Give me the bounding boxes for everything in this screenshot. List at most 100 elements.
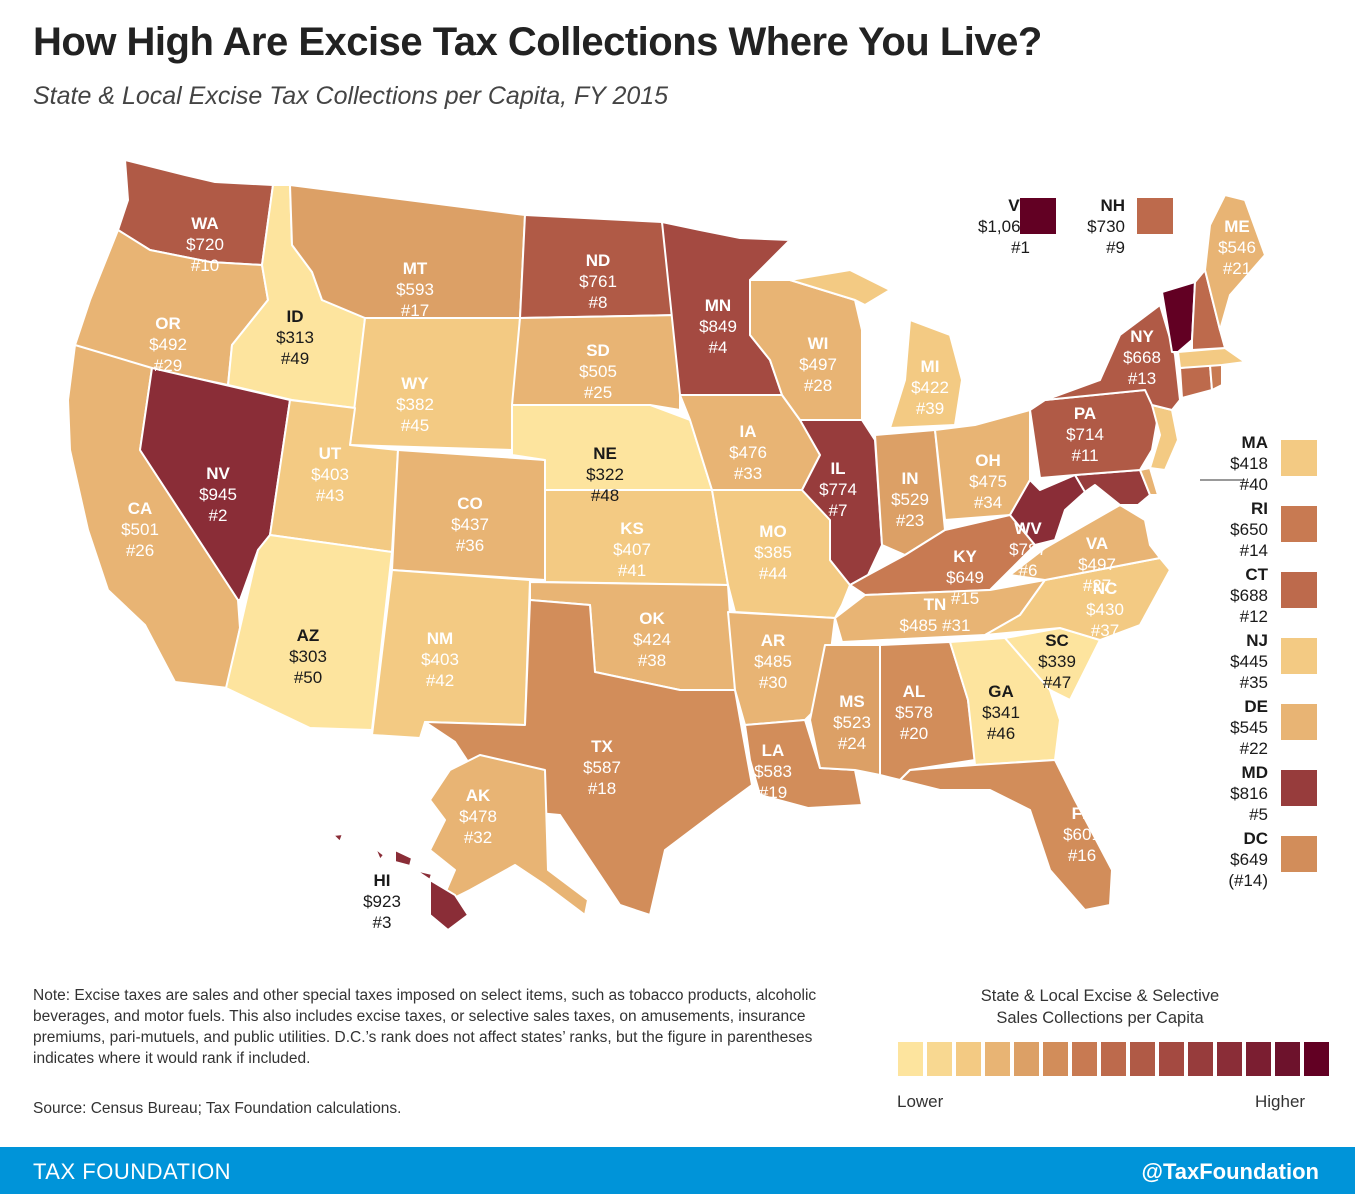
state-label-WA: WA $720 #10 <box>145 213 265 276</box>
callout-abbr: DC <box>1243 829 1268 848</box>
state-TX[interactable] <box>424 599 753 916</box>
callout-abbr: DE <box>1244 697 1268 716</box>
state-value: $787 <box>1009 540 1047 559</box>
state-ME[interactable] <box>1204 194 1266 331</box>
state-value: $485 <box>754 652 792 671</box>
state-label-ME: ME $546 #21 <box>1177 216 1297 279</box>
state-rank: #48 <box>590 486 620 505</box>
state-LA[interactable] <box>744 719 863 809</box>
swatch-NJ <box>1281 638 1317 674</box>
state-label-MI: MI $422 #39 <box>870 356 990 419</box>
state-rank: #3 <box>372 913 392 932</box>
state-abbr: GA <box>988 682 1014 701</box>
state-abbr: NC <box>1092 579 1118 598</box>
state-label-MT: MT $593 #17 <box>355 258 475 321</box>
state-label-KY: KY $649 #15 <box>905 546 1025 609</box>
state-label-UT: UT $403 #43 <box>270 443 390 506</box>
state-label-MN: MN $849 #4 <box>658 295 778 358</box>
state-abbr: MI <box>920 357 940 376</box>
state-rank: #2 <box>208 506 228 525</box>
callout-VT-rank: #1 <box>1011 238 1030 257</box>
state-MI[interactable] <box>789 269 963 429</box>
state-rank: #21 <box>1222 259 1252 278</box>
callout-NJ: NJ $445 #35 <box>1168 630 1268 693</box>
state-abbr: WV <box>1014 519 1042 538</box>
state-abbr: OK <box>639 609 665 628</box>
state-rank: #39 <box>915 399 945 418</box>
state-rank: #4 <box>708 338 728 357</box>
legend-swatch <box>956 1042 981 1076</box>
state-abbr: ND <box>585 251 611 270</box>
state-VT[interactable] <box>1161 281 1196 353</box>
state-abbr: AR <box>760 631 786 650</box>
state-label-VA: VA $497 #27 <box>1037 533 1157 596</box>
state-abbr: NV <box>206 464 230 483</box>
state-value: $407 <box>613 540 651 559</box>
state-AZ[interactable] <box>225 534 393 731</box>
state-abbr: AK <box>465 786 491 805</box>
state-AK[interactable] <box>429 754 589 916</box>
callout-rank: #40 <box>1239 475 1268 494</box>
state-value: $578 <box>895 703 933 722</box>
callout-MA: MA $418 #40 <box>1168 432 1268 495</box>
state-NY[interactable] <box>1044 304 1181 411</box>
callout-abbr: CT <box>1245 565 1268 584</box>
state-value: $341 <box>982 703 1020 722</box>
state-abbr: FL <box>1071 804 1093 823</box>
legend-swatch <box>927 1042 952 1076</box>
state-rank: #31 <box>942 616 971 635</box>
state-rank: #27 <box>1082 576 1112 595</box>
state-value: $497 <box>1078 555 1116 574</box>
footer-handle[interactable]: @TaxFoundation <box>1141 1159 1319 1184</box>
state-abbr: NM <box>426 629 454 648</box>
source-text: Source: Census Bureau; Tax Foundation ca… <box>33 1100 402 1117</box>
state-rank: #23 <box>895 511 925 530</box>
state-HI[interactable] <box>332 833 469 931</box>
swatch-NH <box>1137 198 1173 234</box>
state-rank: #20 <box>899 724 929 743</box>
state-MD[interactable] <box>1074 469 1151 506</box>
state-abbr: AZ <box>296 626 320 645</box>
state-label-AZ: AZ $303 #50 <box>248 625 368 688</box>
state-value: $339 <box>1038 652 1076 671</box>
state-abbr: VA <box>1085 534 1109 553</box>
state-label-IL: IL $774 #7 <box>778 458 898 521</box>
state-FL[interactable] <box>899 759 1113 911</box>
state-value: $492 <box>149 335 187 354</box>
state-RI[interactable] <box>1209 364 1223 391</box>
callout-rank: #5 <box>1249 805 1268 824</box>
state-label-SD: SD $505 #25 <box>538 340 658 403</box>
legend-title-line2: Sales Collections per Capita <box>996 1009 1204 1027</box>
state-abbr: HI <box>373 871 391 890</box>
state-rank: #19 <box>758 783 788 802</box>
legend-color-scale <box>898 1042 1329 1076</box>
state-label-CA: CA $501 #26 <box>80 498 200 561</box>
legend-swatch <box>1159 1042 1184 1076</box>
callout-rank: #12 <box>1239 607 1268 626</box>
state-value: $382 <box>396 395 434 414</box>
swatch-RI <box>1281 506 1317 542</box>
state-rank: #50 <box>293 668 323 687</box>
legend-swatch <box>1217 1042 1242 1076</box>
state-SD[interactable] <box>511 314 681 411</box>
state-rank: #17 <box>400 301 430 320</box>
state-abbr: ME <box>1224 217 1250 236</box>
state-DE[interactable] <box>1139 467 1159 496</box>
state-value: $501 <box>121 520 159 539</box>
state-rank: #6 <box>1018 561 1038 580</box>
state-abbr: OR <box>155 314 181 333</box>
state-label-NC: NC $430 #37 <box>1045 578 1165 641</box>
state-label-SC: SC $339 #47 <box>997 630 1117 693</box>
state-NC[interactable] <box>984 557 1171 641</box>
state-rank: #32 <box>463 828 493 847</box>
state-abbr: KY <box>953 547 977 566</box>
state-abbr: WY <box>401 374 429 393</box>
state-label-IN: IN $529 #23 <box>850 468 970 531</box>
state-VA[interactable] <box>1009 504 1161 581</box>
state-value: $761 <box>579 272 617 291</box>
state-value: $849 <box>699 317 737 336</box>
callout-abbr: MA <box>1241 433 1268 452</box>
state-value: $403 <box>421 650 459 669</box>
state-value: $403 <box>311 465 349 484</box>
callout-rank: #35 <box>1239 673 1268 692</box>
